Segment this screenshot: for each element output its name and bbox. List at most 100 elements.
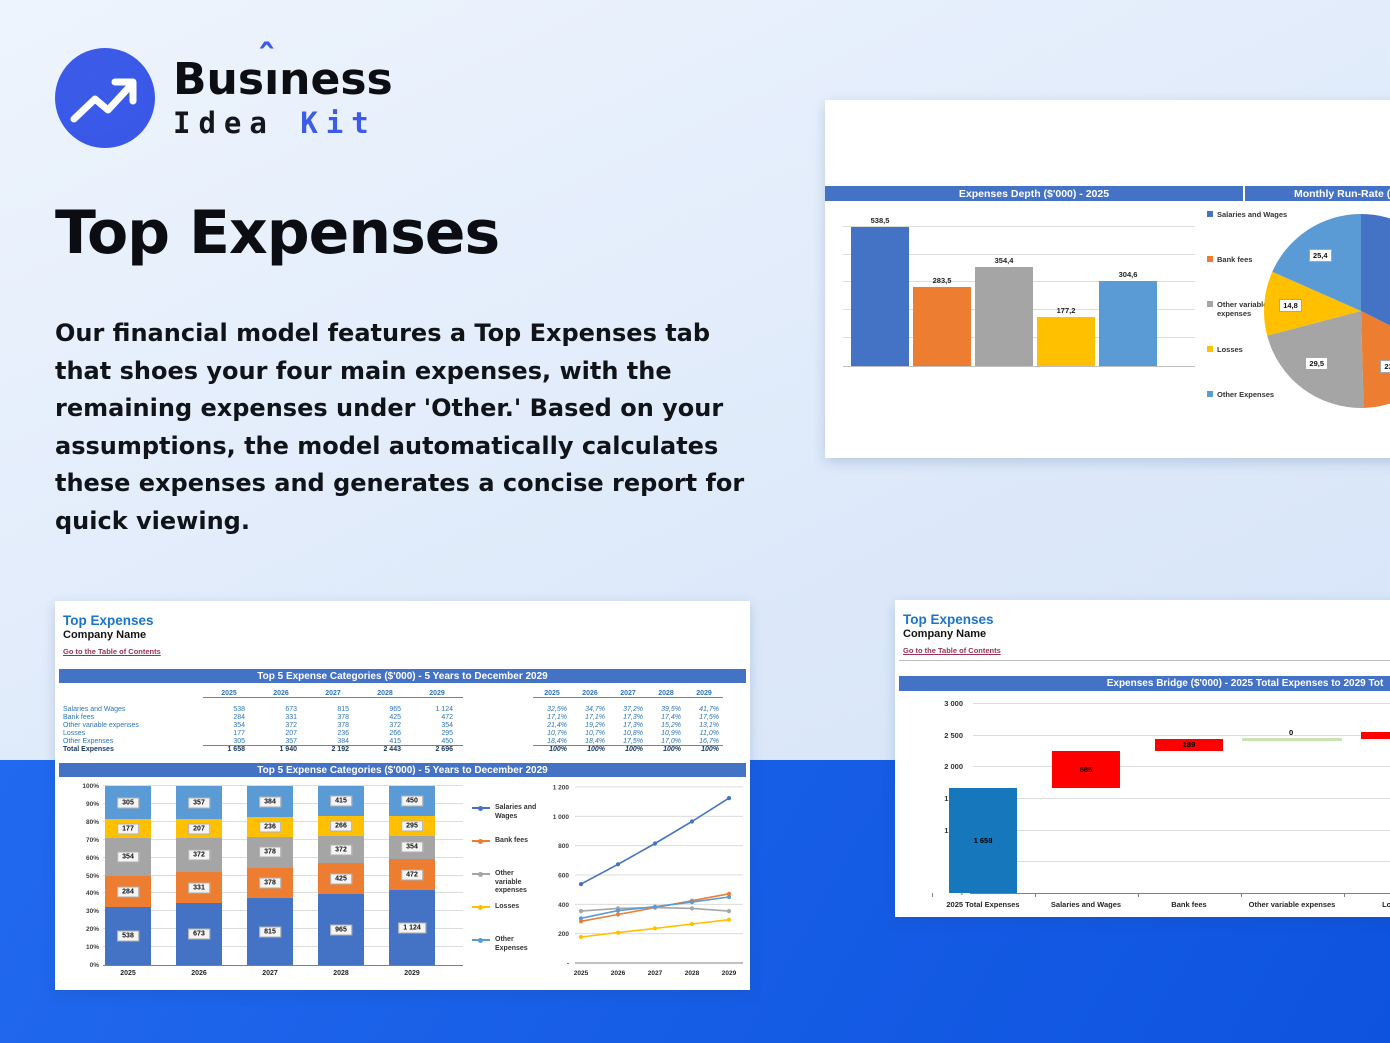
- bar-segment: 384: [247, 786, 293, 818]
- legend-swatch: [1207, 346, 1213, 352]
- cell-pct: 21,4%: [547, 721, 567, 729]
- row-label: Other Expenses: [63, 737, 114, 745]
- company-name: Company Name: [63, 629, 147, 641]
- legend-item: Salaries and Wages: [472, 804, 538, 837]
- bar-segment: 815: [247, 898, 293, 965]
- page-description: Our financial model features a Top Expen…: [55, 319, 745, 535]
- pie-data-label: 29,5: [1305, 356, 1329, 371]
- x-axis-tick: 2025 Total Expenses: [946, 900, 1020, 909]
- cell-value: 236: [337, 729, 349, 737]
- cell-pct: 37,2%: [623, 705, 643, 713]
- data-point: [615, 862, 621, 867]
- y-axis-tick: 400: [558, 902, 569, 909]
- bar-column: 283,5: [913, 216, 971, 366]
- segment-value-label: 472: [401, 869, 423, 881]
- data-point: [726, 796, 732, 801]
- data-point: [652, 926, 658, 931]
- cell-pct: 10,9%: [661, 729, 681, 737]
- toc-link[interactable]: Go to the Table of Contents: [903, 646, 1001, 655]
- cell-value: 295: [441, 729, 453, 737]
- bar-segment: 236: [247, 817, 293, 837]
- y-axis-tick: 90%: [85, 800, 99, 808]
- cell-pct: 16,7%: [699, 737, 719, 745]
- brand-wordmark: Bus ˆ ıness Idea Kit: [173, 37, 393, 140]
- legend-swatch: [1207, 256, 1213, 262]
- toc-link[interactable]: Go to the Table of Contents: [63, 647, 161, 656]
- data-point: [726, 917, 732, 922]
- cell-value: 207: [285, 729, 297, 737]
- segment-value-label: 372: [330, 844, 352, 856]
- table-row: Bank fees 284 331 378 425 472 17,1% 17,1% 17,3% 1…: [63, 713, 742, 721]
- cell-pct: 2029: [696, 690, 712, 697]
- data-point: [578, 909, 584, 914]
- y-axis-tick: 0%: [89, 962, 99, 969]
- legend-swatch: [1207, 211, 1213, 217]
- cell-value: 372: [389, 721, 401, 729]
- page-title: Top Expenses: [55, 198, 500, 268]
- bar-segment: 538: [105, 906, 151, 965]
- segment-value-label: 450: [401, 795, 423, 807]
- legend-line-marker: [472, 871, 490, 877]
- legend-label: Bank fees: [1217, 255, 1253, 264]
- row-label: Bank fees: [63, 713, 95, 721]
- x-axis-tick: 2029: [722, 970, 737, 977]
- bar-segment: 266: [318, 816, 364, 836]
- bar-value-label: 177,2: [1056, 305, 1076, 315]
- legend-item: Bank fees: [1207, 255, 1291, 300]
- legend-item: Bank fees: [472, 837, 538, 870]
- bar-segment: 372: [176, 838, 222, 873]
- divider: [899, 660, 1390, 661]
- legend-item: Salaries and Wages: [1207, 210, 1291, 255]
- segment-value-label: 673: [188, 928, 210, 940]
- legend-line-marker: [472, 838, 490, 844]
- table-row: Salaries and Wages 538 673 815 965 1 124 32,5%…: [63, 705, 742, 713]
- cell-pct: 100%: [701, 746, 719, 753]
- cell-pct: 100%: [663, 746, 681, 753]
- cell-value: 177: [233, 729, 245, 737]
- brand-caret: ˆ: [257, 37, 277, 81]
- pie-data-label: 14,8: [1279, 298, 1302, 313]
- cell-value: 450: [441, 737, 453, 745]
- data-point: [689, 900, 695, 905]
- bar-value-label: 538,5: [870, 216, 890, 225]
- bar-value-label: 304,6: [1118, 270, 1138, 280]
- bar-column: 354,4: [975, 216, 1033, 366]
- company-name: Company Name: [903, 628, 987, 640]
- trend-arrow-icon: [55, 48, 155, 148]
- legend-label: Losses: [1217, 345, 1243, 354]
- cell-value: 305: [233, 737, 245, 745]
- row-label: Salaries and Wages: [63, 705, 126, 713]
- bar-column: 304,6: [1099, 216, 1157, 366]
- y-axis-tick: 80%: [85, 818, 99, 826]
- bar-segment: 965: [318, 894, 364, 965]
- cell-value: 2 443: [383, 746, 401, 753]
- stacked-bar: 1 124 472 354 295 450: [389, 786, 435, 965]
- brand-line1: Bus ˆ ıness: [173, 37, 393, 105]
- bar-segment: 295: [389, 815, 435, 836]
- cell-pct: 17,1%: [585, 713, 605, 721]
- cell-pct: 10,7%: [547, 729, 567, 737]
- bar-value-label: 354,4: [994, 256, 1014, 266]
- segment-value-label: 354: [401, 841, 423, 853]
- segment-value-label: 331: [188, 882, 210, 894]
- cell-value: 1 658: [227, 746, 245, 753]
- legend-swatch: [1207, 301, 1213, 307]
- row-label: Other variable expenses: [63, 721, 139, 729]
- segment-value-label: 207: [188, 823, 210, 835]
- legend-item: Other Expenses: [472, 936, 538, 969]
- cell-pct: 10,8%: [623, 729, 643, 737]
- x-axis-tick: 2028: [685, 970, 700, 977]
- categories-chart-legend: Salaries and Wages Bank fees Other variabl…: [472, 804, 538, 969]
- bar-segment: 177: [105, 818, 151, 839]
- pie-slice: [1264, 271, 1361, 336]
- cell-pct: 100%: [587, 746, 605, 753]
- cell-pct: 2028: [658, 690, 674, 697]
- x-axis-line: [970, 893, 1390, 894]
- waterfall-bar: 189: [1155, 738, 1223, 751]
- table-row: Other Expenses 305 357 384 415 450 18,4% 18,4% 1…: [63, 737, 742, 745]
- segment-value-label: 378: [259, 877, 281, 889]
- cell-pct: 15,2%: [661, 721, 681, 729]
- cell-value: 372: [285, 721, 297, 729]
- cell-pct: 34,7%: [585, 705, 605, 713]
- segment-value-label: 295: [401, 820, 423, 832]
